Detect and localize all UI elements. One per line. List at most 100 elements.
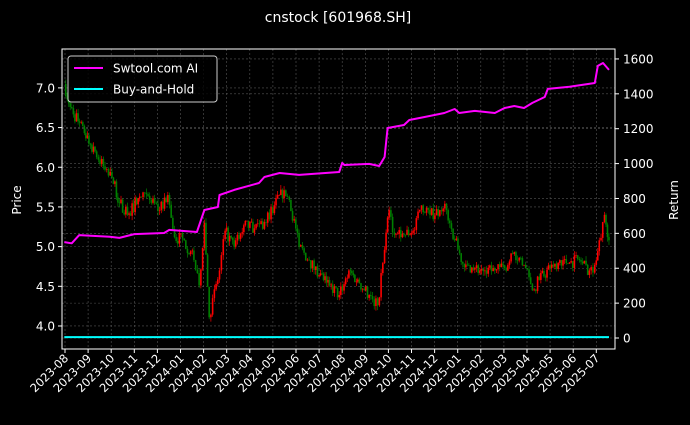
candle-body bbox=[547, 265, 550, 270]
right-tick-label: 0 bbox=[623, 332, 631, 346]
candle-body bbox=[557, 262, 559, 270]
candle-body bbox=[533, 289, 535, 291]
candle-body bbox=[89, 143, 92, 145]
candle-body bbox=[361, 288, 364, 290]
candle-body bbox=[253, 228, 256, 233]
candle-body bbox=[196, 269, 199, 274]
candle-body bbox=[366, 286, 369, 298]
candle-body bbox=[519, 257, 522, 259]
candle-body bbox=[580, 260, 582, 262]
candle-body bbox=[173, 229, 176, 238]
candle-body bbox=[385, 232, 387, 250]
candle-body bbox=[435, 209, 438, 216]
candle-body bbox=[487, 267, 490, 274]
candle-body bbox=[588, 270, 591, 275]
candle-body bbox=[114, 181, 116, 184]
candle-body bbox=[271, 207, 274, 214]
candle-body bbox=[308, 259, 310, 261]
candle-body bbox=[206, 254, 209, 287]
right-tick-label: 200 bbox=[623, 297, 646, 311]
candle-body bbox=[417, 211, 419, 219]
candle-body bbox=[424, 212, 426, 213]
candle-body bbox=[255, 224, 257, 229]
candle-body bbox=[266, 212, 269, 223]
candle-body bbox=[165, 197, 167, 203]
left-tick-label: 5.5 bbox=[36, 200, 55, 214]
candle-body bbox=[155, 203, 158, 205]
candle-body bbox=[324, 276, 326, 281]
candle-body bbox=[129, 213, 132, 216]
right-tick-label: 1000 bbox=[623, 157, 654, 171]
candle-body bbox=[224, 230, 226, 240]
candle-body bbox=[107, 168, 110, 176]
candle-body bbox=[66, 96, 69, 100]
candle-body bbox=[208, 286, 210, 318]
candle-body bbox=[246, 220, 248, 222]
candle-body bbox=[349, 270, 352, 272]
candle-body bbox=[261, 221, 264, 229]
candle-body bbox=[304, 252, 307, 261]
candle-body bbox=[94, 146, 96, 152]
candle-body bbox=[150, 199, 153, 203]
candle-body bbox=[220, 255, 223, 271]
candle-body bbox=[513, 252, 516, 254]
candle-body bbox=[333, 286, 336, 293]
candle-body bbox=[412, 230, 414, 233]
candle-body bbox=[147, 194, 149, 196]
candle-body bbox=[83, 125, 86, 134]
candle-body bbox=[407, 229, 410, 236]
candle-body bbox=[205, 222, 207, 255]
candle-body bbox=[477, 265, 480, 273]
candle-body bbox=[583, 260, 586, 264]
candle-body bbox=[603, 214, 606, 223]
candle-body bbox=[457, 238, 459, 250]
candle-body bbox=[176, 240, 179, 244]
candle-body bbox=[578, 258, 581, 261]
candle-body bbox=[463, 263, 466, 268]
candle-body bbox=[461, 261, 464, 264]
candle-body bbox=[336, 287, 339, 298]
candle-body bbox=[239, 233, 242, 239]
candle-body bbox=[111, 171, 113, 178]
candle-body bbox=[178, 233, 181, 244]
candle-body bbox=[285, 190, 287, 197]
candle-body bbox=[482, 268, 485, 272]
candle-body bbox=[183, 238, 186, 241]
candle-body bbox=[593, 264, 596, 273]
candle-body bbox=[370, 295, 372, 297]
candle-body bbox=[390, 210, 392, 217]
candle-body bbox=[158, 210, 161, 211]
candle-body bbox=[265, 222, 267, 223]
left-tick-label: 4.5 bbox=[36, 280, 55, 294]
candle-body bbox=[230, 236, 232, 238]
candle-body bbox=[120, 199, 122, 203]
candle-body bbox=[447, 210, 449, 221]
candle-body bbox=[538, 276, 541, 280]
candle-body bbox=[338, 295, 341, 298]
candle-body bbox=[64, 83, 67, 97]
plot-frame bbox=[61, 48, 616, 350]
candle-body bbox=[563, 259, 566, 261]
candle-body bbox=[505, 268, 508, 271]
candle-body bbox=[388, 210, 390, 218]
legend: Swtool.com AI Buy-and-Hold bbox=[67, 55, 218, 103]
candle-body bbox=[157, 203, 159, 211]
candle-body bbox=[123, 212, 126, 215]
candle-body bbox=[550, 264, 553, 269]
candle-body bbox=[118, 202, 121, 204]
candle-body bbox=[215, 283, 217, 290]
candle-body bbox=[128, 213, 130, 215]
candle-body bbox=[395, 233, 397, 235]
left-axis: 4.0 4.5 5.0 5.5 6.0 6.5 7.0 bbox=[36, 81, 62, 333]
candle-body bbox=[595, 260, 598, 265]
candle-body bbox=[567, 263, 569, 264]
candle-body bbox=[88, 135, 90, 144]
candle-body bbox=[77, 113, 79, 122]
candle-body bbox=[203, 222, 206, 248]
candle-body bbox=[494, 267, 496, 271]
candle-body bbox=[500, 263, 503, 268]
candle-body bbox=[327, 280, 329, 283]
candle-body bbox=[126, 206, 129, 215]
candle-body bbox=[485, 270, 488, 274]
candle-body bbox=[460, 253, 462, 262]
